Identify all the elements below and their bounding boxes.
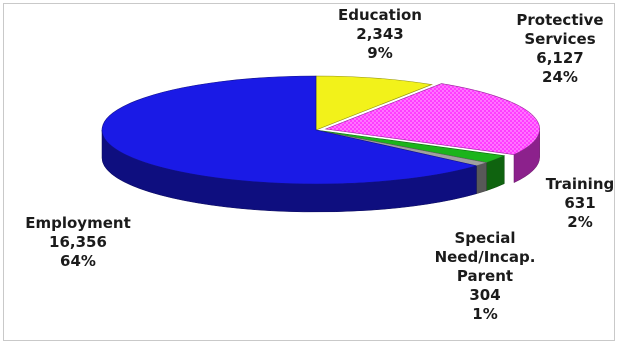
education-percent: 9% — [367, 44, 393, 62]
education-value: 2,343 — [356, 25, 404, 43]
pie-top-faces — [101, 75, 540, 185]
protective-label-line2: Services — [524, 30, 596, 48]
protective-value: 6,127 — [536, 49, 584, 67]
training-label: Training — [545, 175, 615, 193]
pie-wall-special-need-incap-parent — [476, 162, 487, 195]
pie-slice-education — [315, 75, 433, 131]
special-label-line2: Need/Incap. — [434, 248, 536, 266]
slice-label-employment: Employment 16,356 64% — [18, 214, 138, 271]
education-label: Education — [338, 6, 422, 24]
special-percent: 1% — [472, 305, 498, 323]
slice-label-training: Training 631 2% — [540, 175, 620, 232]
slice-label-special-need: Special Need/Incap. Parent 304 1% — [420, 229, 550, 324]
slice-label-education: Education 2,343 9% — [330, 6, 430, 63]
slice-label-protective-services: Protective Services 6,127 24% — [505, 11, 615, 87]
employment-percent: 64% — [60, 252, 96, 270]
training-value: 631 — [564, 194, 596, 212]
employment-label: Employment — [25, 214, 131, 232]
protective-label-line1: Protective — [516, 11, 604, 29]
special-value: 304 — [469, 286, 501, 304]
employment-value: 16,356 — [49, 233, 107, 251]
special-label-line3: Parent — [456, 267, 514, 285]
protective-percent: 24% — [542, 68, 578, 86]
special-label-line1: Special — [454, 229, 516, 247]
training-percent: 2% — [567, 213, 593, 231]
pie-slice-employment — [101, 75, 477, 185]
pie-slice-protective-services — [324, 83, 540, 155]
